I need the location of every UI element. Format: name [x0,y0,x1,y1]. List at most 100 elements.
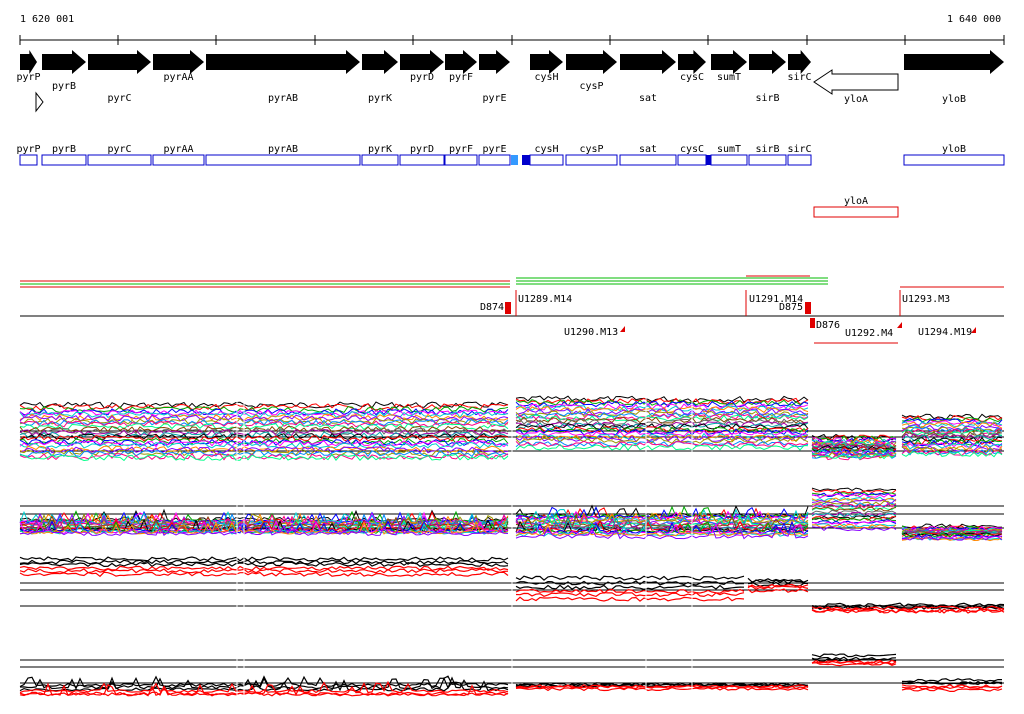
gene-pyrf: pyrF [445,50,477,83]
gene-label: pyrF [449,72,473,83]
gene-arrow [566,50,617,74]
gene-box-label: pyrB [52,144,76,155]
gene-box-highlight [511,155,518,165]
expression-line [19,506,1003,535]
gene-box-pyrb: pyrB [41,144,87,166]
gene-pyrab: pyrAB [206,50,360,104]
gene-pyre: pyrE [479,50,510,104]
gene-label: pyrP [16,72,40,83]
gene-arrow [20,50,37,74]
gene-box-label: sirB [755,144,779,155]
expression-line [19,404,1003,446]
expression-line [19,561,1005,610]
gene-box-pyrp: pyrP [16,144,41,166]
gene-label: pyrAA [163,72,193,83]
expression-line [19,656,1002,691]
expression-line [19,413,1003,449]
expression-line [19,519,1003,540]
segment-label-d875: D875 [779,302,803,313]
expression-line [19,440,1003,461]
gene-box-pyraa: pyrAA [152,144,205,166]
expression-line [19,436,1003,459]
gene-box [399,154,445,166]
gene-box-label: cysH [534,144,558,155]
gene-arrow [479,50,510,74]
gene-cysh: cysH [530,50,563,83]
gene-box-sumt: sumT [710,144,748,166]
gene-cysp: cysP [566,50,617,92]
gene-label: cysC [680,72,704,83]
gene-pyrp: pyrP [16,50,41,83]
gene-box [748,154,787,166]
gene-sat: sat [620,50,676,104]
gene-box-pyrd: pyrD [399,144,445,166]
gene-sumt: sumT [711,50,747,83]
gene-arrow [445,50,477,74]
gene-label: pyrC [107,93,131,104]
gene-box-label: sumT [717,144,741,155]
gene-box-label: pyrC [107,144,131,155]
gene-box [619,154,677,166]
segment-flag [971,327,976,333]
segment-label-u1290: U1290.M13 [564,327,618,338]
gene-box [710,154,748,166]
gene-box-label: sat [639,144,657,155]
segment-label-u1293: U1293.M3 [902,294,950,305]
gene-arrow [153,50,204,74]
gene-cysc: cysC [678,50,706,83]
gene-box-label: pyrP [16,144,40,155]
gene-arrow [206,50,360,74]
expression-line [19,422,1003,453]
coordinate-ruler: 1 620 001 1 640 000 [19,14,1005,45]
expression-line [19,397,1003,442]
gene-box-label: pyrAA [163,144,193,155]
gene-arrow [400,50,444,74]
gene-arrow [530,50,563,74]
gene-label: yloB [942,94,966,105]
expression-line [19,434,1003,458]
expression-line [19,422,1003,452]
gene-arrow [788,50,811,74]
segment-label-u1292: U1292.M4 [845,328,893,339]
gene-box [565,154,618,166]
expression-profiles-1 [19,395,1003,462]
gene-label: sirC [787,72,811,83]
gene-box-label: sirC [787,144,811,155]
gene-arrow [362,50,398,74]
gene-arrow-track: pyrP pyrB pyrC pyrAA pyrAB pyrK pyrD pyrF pyrE cy… [16,50,1004,113]
gene-box-cysc: cysC [677,144,707,166]
gene-label: pyrE [482,93,506,104]
gene-box-label: cysC [680,144,704,155]
segment-boundary [810,318,815,328]
expression-line [19,503,1003,534]
gene-arrow [749,50,786,74]
segment-label-d876: D876 [816,320,840,331]
expression-panel-multi-2 [19,487,1004,542]
gene-box-label: cysP [579,144,603,155]
gene-box [529,154,564,166]
gene-pyrb: pyrB [42,50,86,92]
gene-label: sat [639,93,657,104]
gene-arrow [88,50,151,74]
gene-box [205,154,361,166]
gene-box-label: yloB [942,144,966,155]
gene-yloa: yloA [813,69,899,105]
gene-box [41,154,87,166]
gene-box-highlight [522,155,530,165]
gene-box-label: pyrE [482,144,506,155]
gene-label: sumT [717,72,741,83]
gene-box-pyrab: pyrAB [205,144,361,166]
expression-profiles-4 [19,653,1003,697]
expression-line [19,408,1003,448]
segment-label-u1289: U1289.M14 [518,294,572,305]
gene-box [813,206,899,218]
gene-box [444,154,478,166]
gene-box-pyre: pyrE [478,144,511,166]
gene-box [677,154,707,166]
gene-pyrc: pyrC [88,50,151,104]
gene-box [152,154,205,166]
gene-box-label: pyrF [449,144,473,155]
gene-box-pyrc: pyrC [87,144,152,166]
gene-box-label: pyrK [368,144,392,155]
segment-boundary [505,302,511,314]
